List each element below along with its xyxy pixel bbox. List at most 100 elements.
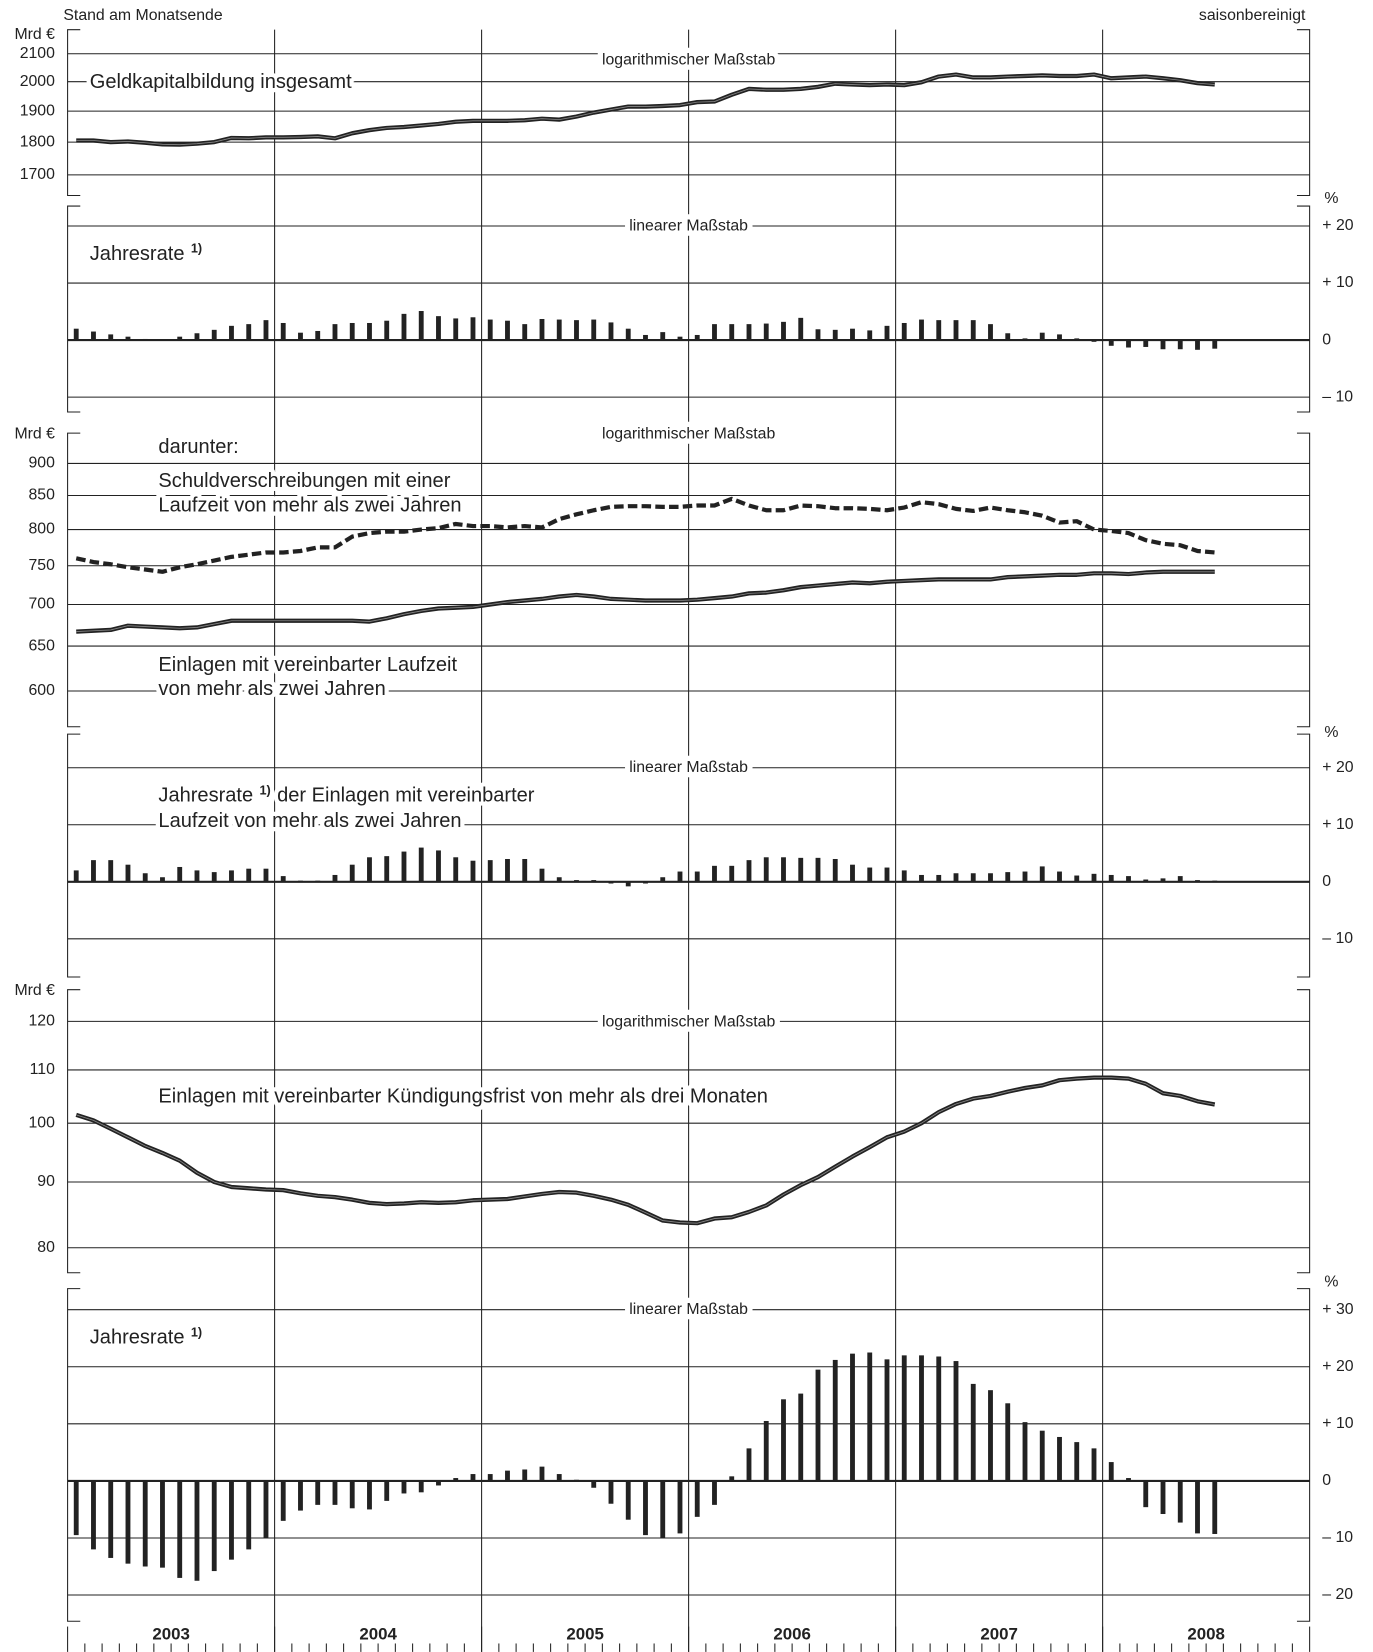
bar — [677, 871, 683, 882]
y-tick-label: 650 — [28, 637, 55, 654]
bar — [229, 1480, 234, 1560]
bar — [1177, 1480, 1183, 1523]
bar — [539, 318, 545, 341]
bar — [315, 1480, 321, 1505]
bar — [867, 1352, 873, 1481]
bar — [108, 860, 114, 882]
year-label: 2004 — [359, 1624, 397, 1643]
bar — [1212, 340, 1218, 349]
bar — [798, 857, 804, 882]
bar — [608, 322, 614, 341]
bar — [436, 316, 441, 341]
line — [75, 496, 1215, 574]
bar — [936, 874, 942, 882]
bar — [832, 858, 838, 882]
bar — [367, 857, 372, 882]
bar — [229, 870, 234, 882]
bar — [832, 329, 838, 341]
bar — [746, 324, 752, 341]
subtitle: logarithmischer Maßstab — [602, 425, 775, 442]
bar — [1039, 866, 1045, 882]
bar — [901, 870, 907, 882]
subtitle: logarithmischer Maßstab — [602, 1014, 775, 1031]
bar — [1057, 871, 1062, 882]
bar — [280, 322, 286, 341]
bar — [763, 857, 769, 882]
annotation: Geldkapitalbildung insgesamt — [90, 71, 352, 93]
bar — [1039, 1430, 1045, 1481]
subtitle: logarithmischer Maßstab — [602, 51, 775, 68]
y-tick-label: 1900 — [20, 102, 55, 119]
bar — [1126, 1478, 1131, 1481]
bar — [815, 329, 821, 341]
bar — [574, 1479, 579, 1481]
y-tick-label: 110 — [30, 1061, 55, 1078]
y-tick-label: + 10 — [1322, 1415, 1353, 1432]
bar — [1091, 340, 1097, 342]
bar — [418, 1480, 424, 1493]
panel-edge — [67, 205, 81, 413]
bar — [1195, 340, 1200, 350]
bar — [194, 333, 200, 341]
bar — [263, 868, 269, 882]
bar — [91, 1480, 96, 1550]
bar — [91, 860, 96, 882]
bar — [1039, 332, 1045, 341]
bar — [919, 874, 924, 882]
bar — [91, 331, 96, 341]
unit-label: % — [1324, 1273, 1338, 1290]
y-tick-label: 1700 — [20, 166, 55, 183]
bar — [884, 1359, 890, 1481]
bar — [177, 336, 183, 341]
bar — [246, 324, 252, 341]
y-tick-label: + 30 — [1322, 1301, 1353, 1318]
bar — [1074, 875, 1080, 882]
annotation: Einlagen mit vereinbarter Kündigungsfris… — [158, 1086, 768, 1108]
year-label: 2005 — [566, 1624, 604, 1643]
bar — [574, 880, 579, 882]
bar — [384, 856, 390, 882]
bar — [970, 873, 976, 882]
y-tick-label: 800 — [28, 521, 55, 538]
bar — [970, 320, 976, 341]
bar — [505, 320, 510, 341]
panel-edge — [1296, 432, 1311, 728]
annotation: Laufzeit von mehr als zwei Jahren — [158, 494, 461, 516]
subtitle: linearer Maßstab — [629, 217, 748, 234]
bar — [177, 1480, 183, 1578]
bar — [832, 1359, 838, 1481]
bar — [1177, 876, 1183, 882]
bar — [470, 1474, 476, 1481]
bar — [1022, 871, 1028, 882]
bar — [763, 323, 769, 341]
bar — [246, 1480, 252, 1550]
bar — [332, 1480, 338, 1505]
y-tick-label: 2100 — [20, 45, 55, 62]
bar — [418, 311, 424, 341]
bar — [73, 328, 79, 341]
bar — [505, 858, 510, 882]
panel-edge — [1296, 733, 1311, 978]
bar — [677, 1480, 683, 1534]
bar — [401, 851, 407, 882]
bar — [608, 881, 614, 884]
bar — [884, 325, 890, 341]
bar — [505, 1470, 510, 1481]
bar — [487, 1474, 493, 1481]
bar — [1091, 873, 1097, 882]
bar — [1160, 340, 1166, 350]
line-highlight — [76, 74, 1215, 146]
bar — [1022, 338, 1028, 341]
annotation: Einlagen mit vereinbarter Laufzeit — [158, 654, 457, 676]
bar — [418, 847, 424, 882]
bar — [970, 1383, 976, 1481]
bar — [919, 1355, 924, 1481]
header-left: Stand am Monatsende — [63, 7, 222, 24]
bar — [677, 336, 683, 341]
bar — [349, 1480, 355, 1509]
bar — [1195, 1480, 1200, 1534]
bar — [643, 334, 648, 341]
annotation: der Einlagen mit vereinbarter — [277, 785, 535, 807]
